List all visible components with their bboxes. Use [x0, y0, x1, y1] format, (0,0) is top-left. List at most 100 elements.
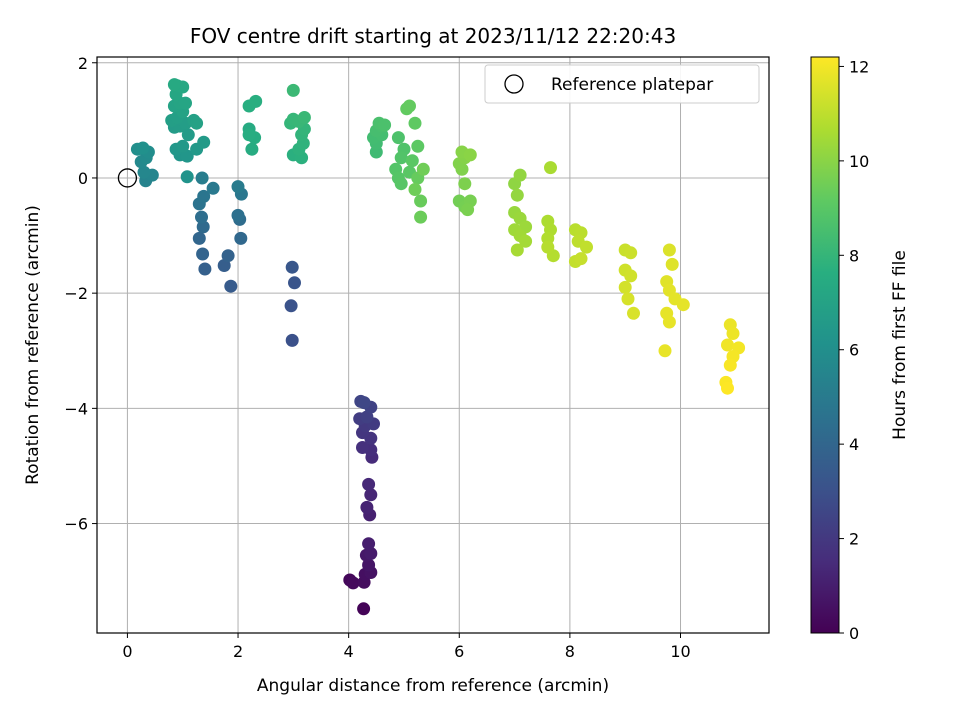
data-point — [360, 410, 374, 424]
data-point — [224, 279, 238, 293]
data-point — [721, 338, 734, 352]
x-axis-ticks: 0 2 4 6 8 10 — [122, 633, 691, 661]
colorbar — [810, 56, 840, 634]
data-point — [286, 83, 300, 97]
data-point — [190, 116, 204, 130]
data-point — [136, 141, 150, 155]
y-tick-label: −4 — [64, 399, 88, 418]
data-point — [364, 488, 378, 502]
data-point — [510, 188, 524, 202]
data-point — [541, 240, 555, 254]
data-point — [658, 344, 672, 358]
y-tick-label: 2 — [78, 54, 88, 73]
data-point — [217, 259, 231, 272]
data-point — [196, 220, 210, 234]
y-tick-label: −2 — [64, 284, 88, 303]
data-point — [726, 327, 740, 340]
grid-lines — [97, 57, 769, 633]
data-point — [403, 99, 416, 113]
data-point — [346, 576, 360, 590]
data-point — [249, 94, 263, 108]
data-point — [180, 149, 194, 163]
colorbar-tick-label: 10 — [849, 152, 869, 171]
data-point — [231, 180, 245, 194]
reference-marker — [117, 168, 138, 188]
x-tick-label: 0 — [122, 642, 132, 661]
data-point — [394, 177, 408, 191]
data-point — [723, 358, 737, 372]
legend-marker — [504, 74, 524, 94]
data-point — [297, 111, 311, 124]
data-point — [394, 151, 408, 165]
colorbar-tick-label: 2 — [849, 530, 859, 549]
data-point — [360, 500, 374, 514]
colorbar-tick-label: 6 — [849, 341, 859, 360]
data-point — [461, 203, 475, 217]
colorbar-label: Hours from first FF file — [890, 250, 910, 440]
legend-entry: Reference platepar — [551, 75, 713, 95]
data-point — [665, 257, 679, 271]
data-point — [362, 537, 376, 551]
data-point — [624, 246, 638, 260]
data-points — [130, 78, 746, 616]
data-point — [137, 165, 151, 179]
data-point — [234, 231, 248, 245]
data-point — [197, 135, 211, 149]
data-point — [544, 161, 557, 175]
x-tick-label: 2 — [233, 642, 243, 661]
data-point — [206, 181, 220, 195]
data-point — [242, 128, 256, 142]
data-point — [285, 260, 299, 274]
data-point — [362, 558, 376, 572]
colorbar-tick-label: 8 — [849, 246, 859, 265]
data-point — [458, 177, 472, 191]
data-point — [176, 139, 190, 153]
data-point — [414, 194, 428, 208]
legend-box — [484, 64, 760, 104]
data-point — [356, 441, 369, 454]
data-point — [621, 292, 635, 306]
x-axis-label: Angular distance from reference (arcmin) — [257, 676, 609, 696]
legend: Reference platepar — [484, 64, 760, 104]
y-tick-label: 0 — [78, 169, 88, 188]
data-point — [192, 231, 206, 245]
plot-frame — [96, 56, 770, 634]
data-point — [167, 78, 181, 92]
data-point — [364, 547, 378, 560]
colorbar-tick-label: 4 — [849, 435, 859, 454]
data-point — [411, 139, 425, 153]
data-point — [519, 234, 533, 248]
data-point — [574, 252, 588, 266]
data-point — [284, 299, 298, 313]
data-point — [231, 208, 245, 222]
colorbar-tick-label: 0 — [849, 624, 859, 643]
colorbar-ticks: 0 2 4 6 8 10 12 — [839, 57, 869, 643]
data-point — [180, 170, 194, 184]
data-point — [627, 306, 640, 320]
data-point — [510, 243, 524, 257]
y-tick-label: −6 — [64, 515, 88, 534]
data-point — [288, 276, 301, 290]
data-point — [197, 189, 211, 203]
data-point — [245, 142, 259, 156]
data-point — [362, 477, 376, 491]
data-point — [662, 243, 676, 257]
data-point — [408, 116, 422, 130]
data-point — [414, 210, 428, 224]
x-tick-label: 8 — [565, 642, 575, 661]
data-point — [179, 96, 192, 110]
x-tick-label: 6 — [454, 642, 464, 661]
data-point — [513, 168, 527, 182]
data-point — [618, 280, 632, 294]
data-point — [405, 154, 419, 168]
data-point — [721, 381, 734, 395]
data-point — [624, 269, 638, 283]
data-point — [285, 333, 299, 347]
y-axis-ticks: −6 −4 −2 0 2 — [64, 54, 97, 534]
data-point — [416, 162, 430, 176]
data-point — [676, 298, 690, 312]
data-point — [195, 210, 208, 224]
data-point — [408, 183, 422, 196]
data-point — [580, 240, 593, 254]
